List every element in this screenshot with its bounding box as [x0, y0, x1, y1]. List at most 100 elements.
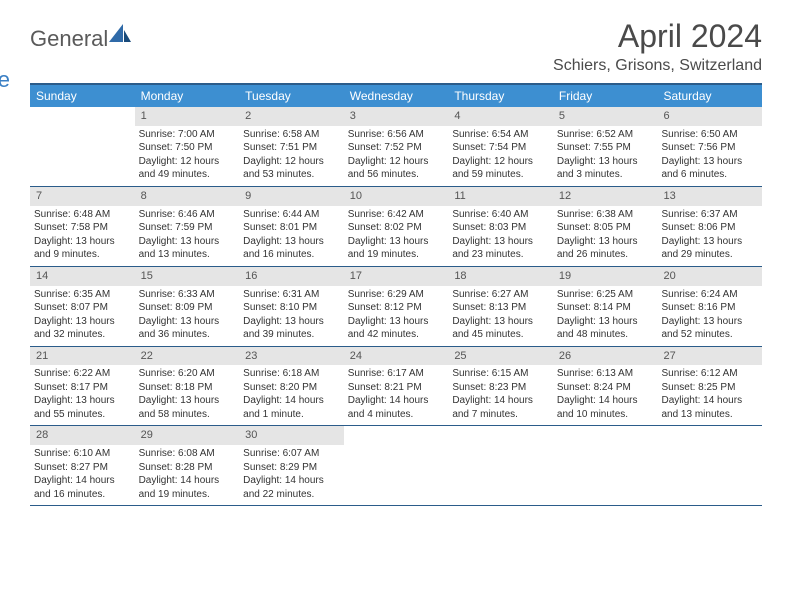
daylight-text: Daylight: 13 hours: [348, 235, 445, 249]
day-number: 26: [553, 347, 658, 366]
sunset-text: Sunset: 8:27 PM: [34, 461, 131, 475]
day-cell: 10Sunrise: 6:42 AMSunset: 8:02 PMDayligh…: [344, 187, 449, 266]
day-cell: 1Sunrise: 7:00 AMSunset: 7:50 PMDaylight…: [135, 107, 240, 186]
day-number: 7: [30, 187, 135, 206]
day-cell: [448, 426, 553, 505]
sunrise-text: Sunrise: 6:13 AM: [557, 367, 654, 381]
day-body: Sunrise: 6:13 AMSunset: 8:24 PMDaylight:…: [553, 365, 658, 425]
weekday-mon: Monday: [135, 85, 240, 107]
day-cell: 22Sunrise: 6:20 AMSunset: 8:18 PMDayligh…: [135, 347, 240, 426]
day-body: Sunrise: 6:50 AMSunset: 7:56 PMDaylight:…: [657, 126, 762, 186]
day-body: Sunrise: 6:07 AMSunset: 8:29 PMDaylight:…: [239, 445, 344, 505]
daylight-text: Daylight: 13 hours: [661, 315, 758, 329]
sunset-text: Sunset: 8:20 PM: [243, 381, 340, 395]
day-body: Sunrise: 6:44 AMSunset: 8:01 PMDaylight:…: [239, 206, 344, 266]
day-number: 3: [344, 107, 449, 126]
sunset-text: Sunset: 7:54 PM: [452, 141, 549, 155]
daylight-text: Daylight: 13 hours: [243, 235, 340, 249]
day-number: 24: [344, 347, 449, 366]
day-number: 27: [657, 347, 762, 366]
daylight-text: and 39 minutes.: [243, 328, 340, 342]
day-number: 25: [448, 347, 553, 366]
daylight-text: and 16 minutes.: [243, 248, 340, 262]
sunset-text: Sunset: 8:21 PM: [348, 381, 445, 395]
daylight-text: Daylight: 13 hours: [348, 315, 445, 329]
day-body: Sunrise: 6:22 AMSunset: 8:17 PMDaylight:…: [30, 365, 135, 425]
sunset-text: Sunset: 8:05 PM: [557, 221, 654, 235]
day-body: Sunrise: 6:35 AMSunset: 8:07 PMDaylight:…: [30, 286, 135, 346]
day-cell: 19Sunrise: 6:25 AMSunset: 8:14 PMDayligh…: [553, 267, 658, 346]
sunrise-text: Sunrise: 6:48 AM: [34, 208, 131, 222]
sunset-text: Sunset: 8:24 PM: [557, 381, 654, 395]
day-number: 10: [344, 187, 449, 206]
day-body: Sunrise: 6:27 AMSunset: 8:13 PMDaylight:…: [448, 286, 553, 346]
daylight-text: Daylight: 13 hours: [452, 235, 549, 249]
daylight-text: Daylight: 13 hours: [34, 235, 131, 249]
daylight-text: and 13 minutes.: [139, 248, 236, 262]
day-number: 5: [553, 107, 658, 126]
sunrise-text: Sunrise: 6:22 AM: [34, 367, 131, 381]
day-number: 11: [448, 187, 553, 206]
weekday-thu: Thursday: [448, 85, 553, 107]
day-cell: 30Sunrise: 6:07 AMSunset: 8:29 PMDayligh…: [239, 426, 344, 505]
day-body: Sunrise: 6:56 AMSunset: 7:52 PMDaylight:…: [344, 126, 449, 186]
sunrise-text: Sunrise: 6:46 AM: [139, 208, 236, 222]
sunrise-text: Sunrise: 6:07 AM: [243, 447, 340, 461]
day-cell: [30, 107, 135, 186]
title-block: April 2024 Schiers, Grisons, Switzerland: [553, 18, 762, 75]
sunrise-text: Sunrise: 6:29 AM: [348, 288, 445, 302]
daylight-text: Daylight: 12 hours: [348, 155, 445, 169]
day-cell: 2Sunrise: 6:58 AMSunset: 7:51 PMDaylight…: [239, 107, 344, 186]
sunrise-text: Sunrise: 6:31 AM: [243, 288, 340, 302]
day-cell: 9Sunrise: 6:44 AMSunset: 8:01 PMDaylight…: [239, 187, 344, 266]
day-body: Sunrise: 6:48 AMSunset: 7:58 PMDaylight:…: [30, 206, 135, 266]
daylight-text: Daylight: 13 hours: [557, 235, 654, 249]
day-body: Sunrise: 6:42 AMSunset: 8:02 PMDaylight:…: [344, 206, 449, 266]
day-cell: 4Sunrise: 6:54 AMSunset: 7:54 PMDaylight…: [448, 107, 553, 186]
day-number: 20: [657, 267, 762, 286]
day-body: Sunrise: 6:29 AMSunset: 8:12 PMDaylight:…: [344, 286, 449, 346]
sunset-text: Sunset: 8:02 PM: [348, 221, 445, 235]
sunrise-text: Sunrise: 6:15 AM: [452, 367, 549, 381]
sunrise-text: Sunrise: 6:40 AM: [452, 208, 549, 222]
location: Schiers, Grisons, Switzerland: [553, 57, 762, 75]
day-body: Sunrise: 6:46 AMSunset: 7:59 PMDaylight:…: [135, 206, 240, 266]
daylight-text: and 9 minutes.: [34, 248, 131, 262]
sunset-text: Sunset: 8:28 PM: [139, 461, 236, 475]
day-body: Sunrise: 6:20 AMSunset: 8:18 PMDaylight:…: [135, 365, 240, 425]
week-row: 28Sunrise: 6:10 AMSunset: 8:27 PMDayligh…: [30, 426, 762, 506]
day-body: Sunrise: 6:18 AMSunset: 8:20 PMDaylight:…: [239, 365, 344, 425]
calendar: Sunday Monday Tuesday Wednesday Thursday…: [30, 83, 762, 506]
day-cell: 25Sunrise: 6:15 AMSunset: 8:23 PMDayligh…: [448, 347, 553, 426]
day-number: 23: [239, 347, 344, 366]
daylight-text: Daylight: 13 hours: [243, 315, 340, 329]
daylight-text: Daylight: 13 hours: [557, 315, 654, 329]
day-body: Sunrise: 6:58 AMSunset: 7:51 PMDaylight:…: [239, 126, 344, 186]
sunrise-text: Sunrise: 6:50 AM: [661, 128, 758, 142]
day-body: Sunrise: 6:33 AMSunset: 8:09 PMDaylight:…: [135, 286, 240, 346]
day-cell: 27Sunrise: 6:12 AMSunset: 8:25 PMDayligh…: [657, 347, 762, 426]
daylight-text: and 56 minutes.: [348, 168, 445, 182]
sunset-text: Sunset: 7:50 PM: [139, 141, 236, 155]
month-title: April 2024: [553, 18, 762, 55]
day-number: 8: [135, 187, 240, 206]
day-body: Sunrise: 6:17 AMSunset: 8:21 PMDaylight:…: [344, 365, 449, 425]
daylight-text: and 29 minutes.: [661, 248, 758, 262]
day-cell: 26Sunrise: 6:13 AMSunset: 8:24 PMDayligh…: [553, 347, 658, 426]
daylight-text: Daylight: 14 hours: [661, 394, 758, 408]
daylight-text: and 59 minutes.: [452, 168, 549, 182]
day-number: 2: [239, 107, 344, 126]
day-cell: 16Sunrise: 6:31 AMSunset: 8:10 PMDayligh…: [239, 267, 344, 346]
daylight-text: Daylight: 13 hours: [139, 315, 236, 329]
week-row: 21Sunrise: 6:22 AMSunset: 8:17 PMDayligh…: [30, 347, 762, 427]
sunset-text: Sunset: 8:25 PM: [661, 381, 758, 395]
day-cell: 7Sunrise: 6:48 AMSunset: 7:58 PMDaylight…: [30, 187, 135, 266]
daylight-text: Daylight: 12 hours: [243, 155, 340, 169]
sunset-text: Sunset: 8:16 PM: [661, 301, 758, 315]
day-number: 15: [135, 267, 240, 286]
sunset-text: Sunset: 8:06 PM: [661, 221, 758, 235]
sunset-text: Sunset: 7:51 PM: [243, 141, 340, 155]
weekday-row: Sunday Monday Tuesday Wednesday Thursday…: [30, 85, 762, 107]
daylight-text: Daylight: 14 hours: [243, 394, 340, 408]
sunrise-text: Sunrise: 6:12 AM: [661, 367, 758, 381]
